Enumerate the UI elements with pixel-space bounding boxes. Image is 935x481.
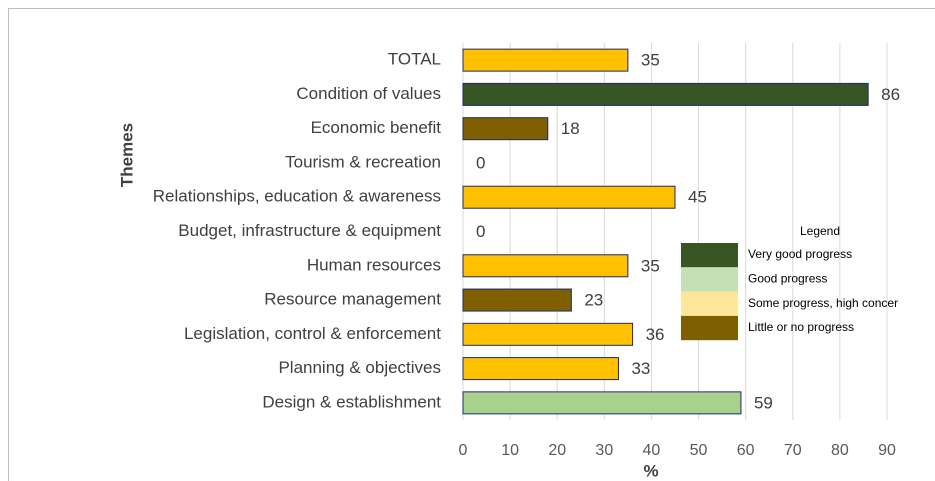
y-tick-label: Relationships, education & awareness (153, 187, 441, 206)
y-tick-label: Economic benefit (311, 118, 442, 137)
x-tick-label: 90 (878, 442, 896, 459)
y-axis-title: Themes (117, 123, 136, 187)
value-label: 36 (646, 325, 665, 344)
bar (462, 254, 629, 278)
value-label: 0 (476, 222, 485, 241)
bar (462, 357, 619, 381)
x-tick-label: 30 (595, 442, 613, 459)
y-tick-label: Planning & objectives (278, 358, 441, 377)
x-tick-label: 20 (548, 442, 566, 459)
x-tick-label: 80 (831, 442, 849, 459)
value-label: 0 (476, 153, 485, 172)
x-tick-label: 0 (459, 442, 468, 459)
value-label: 18 (561, 119, 580, 138)
legend-label: Good progress (748, 271, 827, 285)
bar (462, 117, 549, 141)
legend-label: Some progress, high concer (748, 296, 898, 310)
legend-swatch (681, 267, 738, 292)
bar (462, 48, 629, 72)
value-label: 35 (641, 51, 660, 70)
y-tick-label: TOTAL (388, 50, 441, 69)
x-tick-label: 10 (501, 442, 519, 459)
legend-title: Legend (800, 224, 840, 238)
legend-swatch (681, 291, 738, 316)
x-tick-label: 70 (784, 442, 802, 459)
legend-swatch (681, 315, 738, 341)
value-label: 23 (584, 291, 603, 310)
value-label: 45 (688, 188, 707, 207)
y-tick-label: Tourism & recreation (285, 152, 441, 171)
y-tick-label: Resource management (264, 290, 441, 309)
legend-label: Very good progress (748, 247, 852, 261)
y-tick-label: Design & establishment (262, 392, 441, 411)
value-label: 33 (631, 359, 650, 378)
bar (462, 82, 869, 106)
x-tick-label: 50 (690, 442, 708, 459)
value-label: 86 (881, 85, 900, 104)
value-label: 35 (641, 256, 660, 275)
bar (462, 185, 676, 209)
x-tick-label: 60 (737, 442, 755, 459)
y-tick-label: Human resources (307, 255, 441, 274)
bar (462, 322, 634, 346)
y-tick-label: Condition of values (296, 84, 441, 103)
y-tick-label: Budget, infrastructure & equipment (178, 221, 441, 240)
bar (462, 288, 572, 312)
value-label: 59 (754, 393, 773, 412)
x-axis-title: % (643, 461, 658, 480)
frame (8, 8, 935, 481)
legend-label: Little or no progress (748, 320, 854, 334)
bar (462, 391, 742, 415)
y-tick-label: Legislation, control & enforcement (184, 324, 441, 343)
legend-swatch (681, 243, 738, 268)
x-tick-label: 40 (643, 442, 661, 459)
